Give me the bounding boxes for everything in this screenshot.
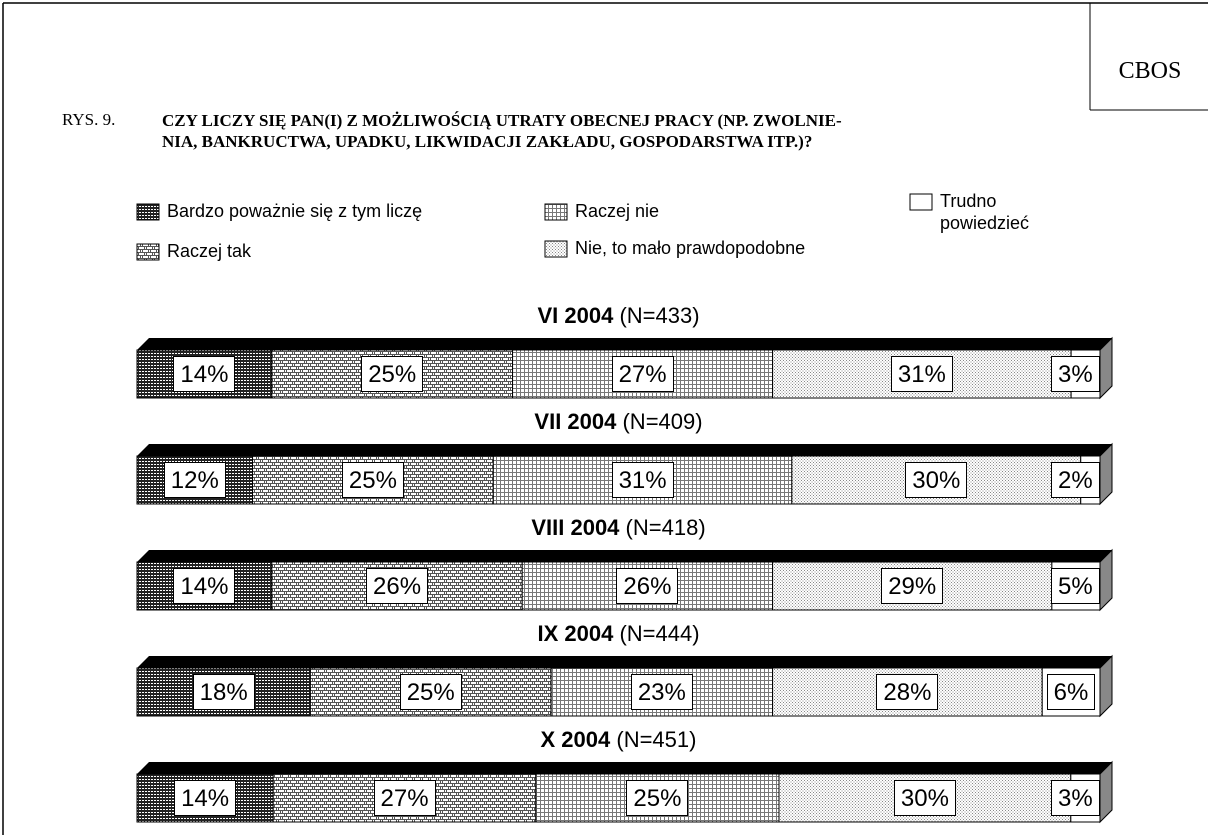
bar-top (137, 444, 1112, 456)
value-label: 2% (1051, 462, 1100, 498)
value-label: 18% (192, 674, 255, 710)
legend-label: Bardzo poważnie się z tym liczę (167, 201, 423, 221)
row-title: VII 2004 (N=409) (137, 409, 1100, 435)
sample-size: (N=433) (619, 303, 700, 328)
legend-label: Raczej nie (575, 201, 660, 221)
category-label: IX 2004 (537, 621, 614, 646)
legend-swatch (544, 240, 568, 258)
value-label: 6% (1046, 674, 1096, 710)
legend-swatch (136, 243, 160, 261)
value-label: 30% (905, 462, 968, 498)
bar-top (137, 338, 1112, 350)
figure-label: RYS. 9. (62, 110, 116, 129)
value-label: 23% (630, 674, 693, 710)
value-label: 5% (1051, 568, 1100, 604)
sample-size: (N=451) (616, 727, 697, 752)
title-line: CZY LICZY SIĘ PAN(I) Z MOŻLIWOŚCIĄ UTRAT… (162, 111, 842, 130)
value-label: 25% (399, 674, 462, 710)
category-label: VI 2004 (537, 303, 614, 328)
legend-label: Trudno powiedzieć (940, 191, 1030, 233)
row-title: VIII 2004 (N=418) (137, 515, 1100, 541)
bar-top (137, 656, 1112, 668)
category-label: X 2004 (540, 727, 611, 752)
value-label: 31% (890, 356, 953, 392)
legend-label: Raczej tak (167, 241, 252, 261)
value-label: 25% (341, 462, 404, 498)
row-title: IX 2004 (N=444) (137, 621, 1100, 647)
legend-swatch (136, 203, 160, 221)
value-label: 14% (173, 356, 236, 392)
value-label: 3% (1051, 780, 1100, 816)
legend-swatch (909, 193, 933, 211)
value-label: 26% (366, 568, 429, 604)
row-title: VI 2004 (N=433) (137, 303, 1100, 329)
chart-title: CZY LICZY SIĘ PAN(I) Z MOŻLIWOŚCIĄ UTRAT… (162, 110, 842, 152)
category-label: VII 2004 (534, 409, 617, 434)
value-label: 25% (626, 780, 689, 816)
category-label: VIII 2004 (531, 515, 620, 540)
brand: CBOS (1118, 58, 1182, 84)
value-label: 31% (611, 462, 674, 498)
value-label: 26% (616, 568, 679, 604)
value-label: 27% (611, 356, 674, 392)
sample-size: (N=418) (625, 515, 706, 540)
value-label: 25% (361, 356, 424, 392)
bar-top (137, 550, 1112, 562)
value-label: 12% (163, 462, 226, 498)
value-label: 14% (173, 568, 236, 604)
value-label: 3% (1051, 356, 1100, 392)
title-line: NIA, BANKRUCTWA, UPADKU, LIKWIDACJI ZAKŁ… (162, 132, 813, 151)
row-title: X 2004 (N=451) (137, 727, 1100, 753)
value-label: 27% (373, 780, 436, 816)
bar-top (137, 762, 1112, 774)
value-label: 30% (893, 780, 956, 816)
value-label: 14% (174, 780, 237, 816)
legend-label: Nie, to mało prawdopodobne (575, 238, 806, 258)
legend-swatch (544, 203, 568, 221)
sample-size: (N=444) (619, 621, 700, 646)
sample-size: (N=409) (622, 409, 703, 434)
value-label: 29% (881, 568, 944, 604)
value-label: 28% (876, 674, 939, 710)
